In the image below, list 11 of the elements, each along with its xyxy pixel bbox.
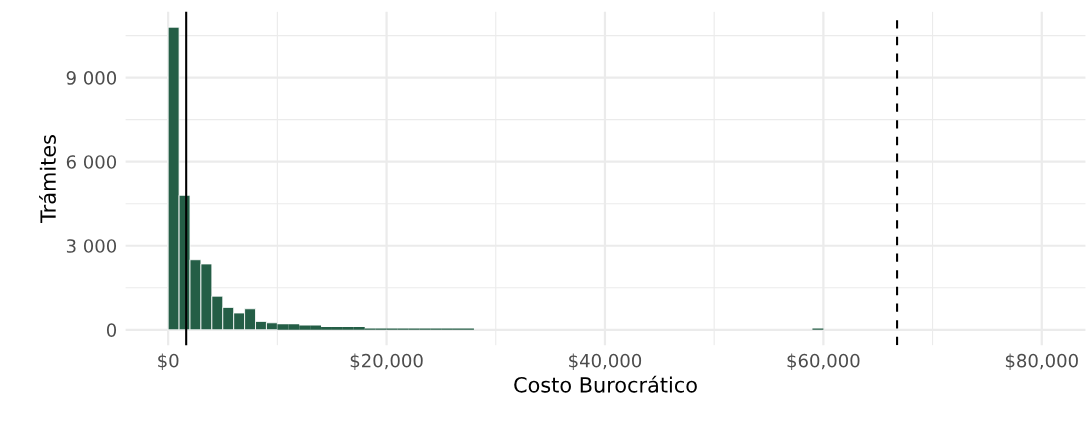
y-tick-label: 3 000: [66, 239, 117, 253]
y-axis-title: Trámites: [39, 135, 56, 224]
x-tick-label: $20,000: [350, 353, 423, 370]
x-tick-label: $60,000: [787, 353, 860, 370]
x-axis-title: Costo Burocrático: [514, 375, 697, 393]
x-tick-label: $80,000: [1005, 353, 1078, 370]
y-tick-label: 9 000: [66, 71, 117, 85]
y-tick-label: 6 000: [66, 155, 117, 169]
x-tick-label: $0: [158, 353, 179, 370]
x-tick-label: $40,000: [569, 353, 642, 370]
y-tick-label: 0: [106, 323, 117, 337]
